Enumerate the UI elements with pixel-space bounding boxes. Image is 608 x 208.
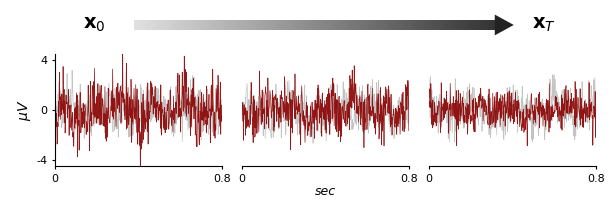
X-axis label: sec: sec <box>315 185 336 198</box>
Y-axis label: $\mu V$: $\mu V$ <box>16 100 33 121</box>
Text: $\mathbf{x}_T$: $\mathbf{x}_T$ <box>532 16 556 34</box>
Text: $\mathbf{x}_0$: $\mathbf{x}_0$ <box>83 16 106 34</box>
